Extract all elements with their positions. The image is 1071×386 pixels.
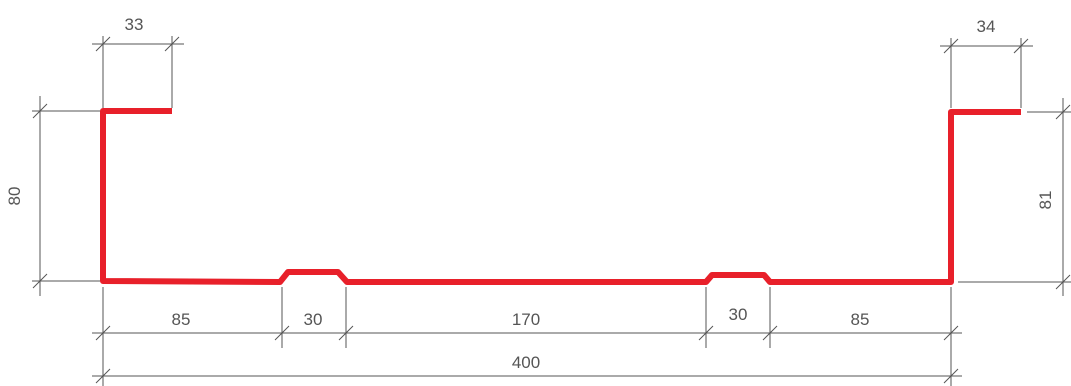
label-top-left-flange: 33 bbox=[125, 15, 144, 34]
label-bottom-segment-1: 85 bbox=[172, 310, 191, 329]
profile-outline bbox=[100, 108, 1021, 285]
label-bottom-segment-2: 30 bbox=[304, 310, 323, 329]
label-bottom-segment-3: 170 bbox=[512, 310, 540, 329]
label-left-height: 80 bbox=[5, 187, 24, 206]
label-top-right-flange: 34 bbox=[977, 17, 996, 36]
label-right-height: 81 bbox=[1036, 191, 1055, 210]
dim-right-height: 81 bbox=[958, 98, 1071, 296]
dim-top-left: 33 bbox=[92, 15, 184, 108]
dim-total-width: 400 bbox=[92, 353, 962, 384]
label-bottom-segment-4: 30 bbox=[729, 305, 748, 324]
dim-left-height: 80 bbox=[5, 96, 100, 296]
dim-top-right: 34 bbox=[940, 17, 1033, 108]
dim-bottom-segments: 85 30 170 30 85 bbox=[92, 287, 962, 386]
label-total-width: 400 bbox=[512, 353, 540, 372]
label-bottom-segment-5: 85 bbox=[851, 310, 870, 329]
